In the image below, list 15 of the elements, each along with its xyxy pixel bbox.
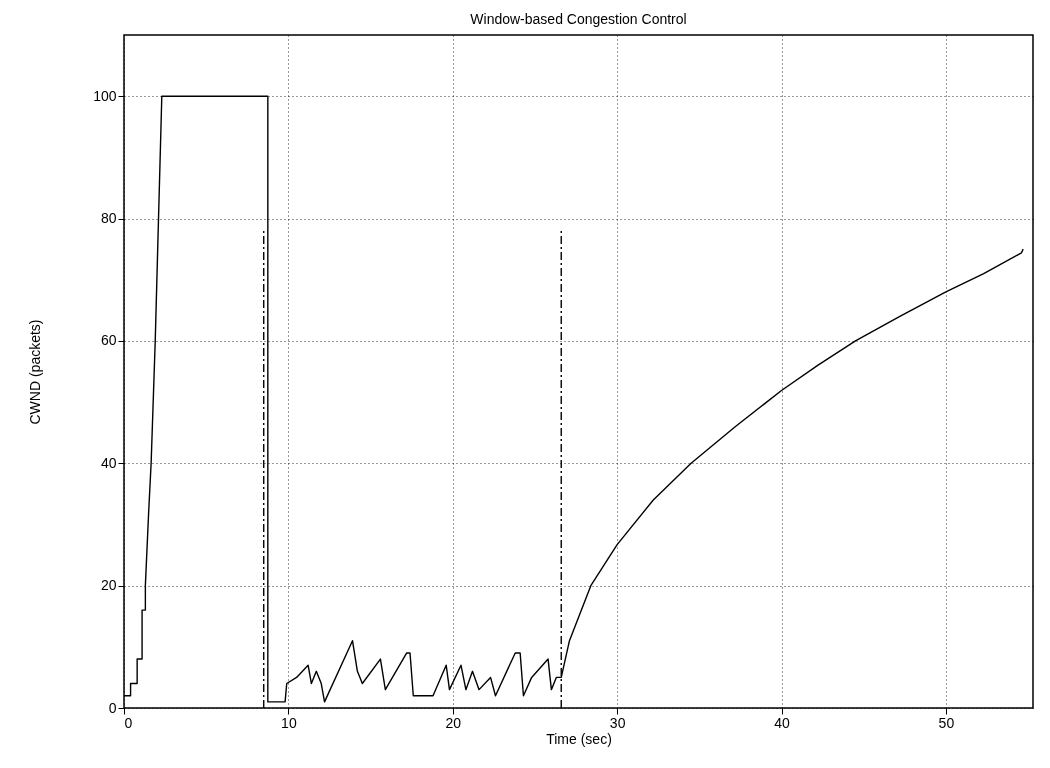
y-tick-label: 40	[100, 454, 117, 471]
y-tick-label: 80	[100, 210, 117, 227]
x-tick-label: 40	[774, 714, 790, 731]
x-axis-title: Time (sec)	[546, 730, 612, 747]
x-tick-label: 10	[281, 714, 297, 731]
y-tick-label: 60	[100, 332, 117, 349]
y-axis-title: CWND (packets)	[27, 319, 44, 425]
x-tick-label: 50	[938, 714, 955, 731]
x-tick-label: 20	[445, 714, 462, 731]
y-tick-label: 100	[93, 87, 117, 104]
chart-title: Window-based Congestion Control	[470, 11, 687, 27]
x-tick-label: 0	[124, 714, 133, 731]
y-tick-label: 20	[100, 577, 117, 594]
y-tick-label: 0	[108, 699, 117, 716]
x-tick-label: 30	[609, 714, 626, 731]
